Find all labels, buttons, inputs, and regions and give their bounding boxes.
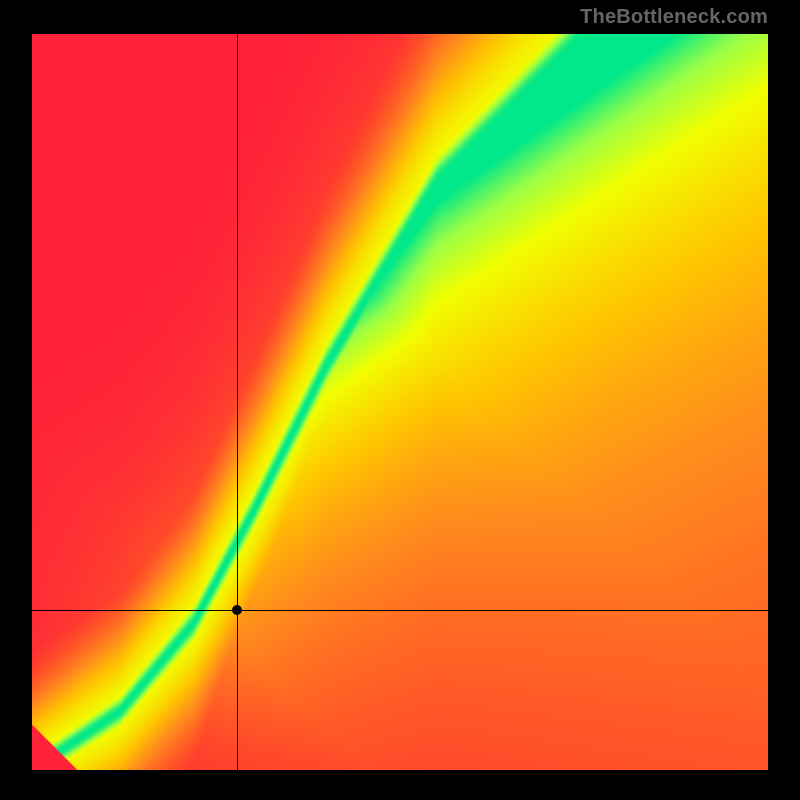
attribution-label: TheBottleneck.com <box>580 6 768 29</box>
crosshair-horizontal <box>32 610 768 611</box>
heatmap-canvas <box>32 34 768 770</box>
crosshair-marker <box>232 605 242 615</box>
plot-frame <box>32 34 768 770</box>
chart-container: TheBottleneck.com <box>0 0 800 800</box>
crosshair-vertical <box>237 34 238 770</box>
